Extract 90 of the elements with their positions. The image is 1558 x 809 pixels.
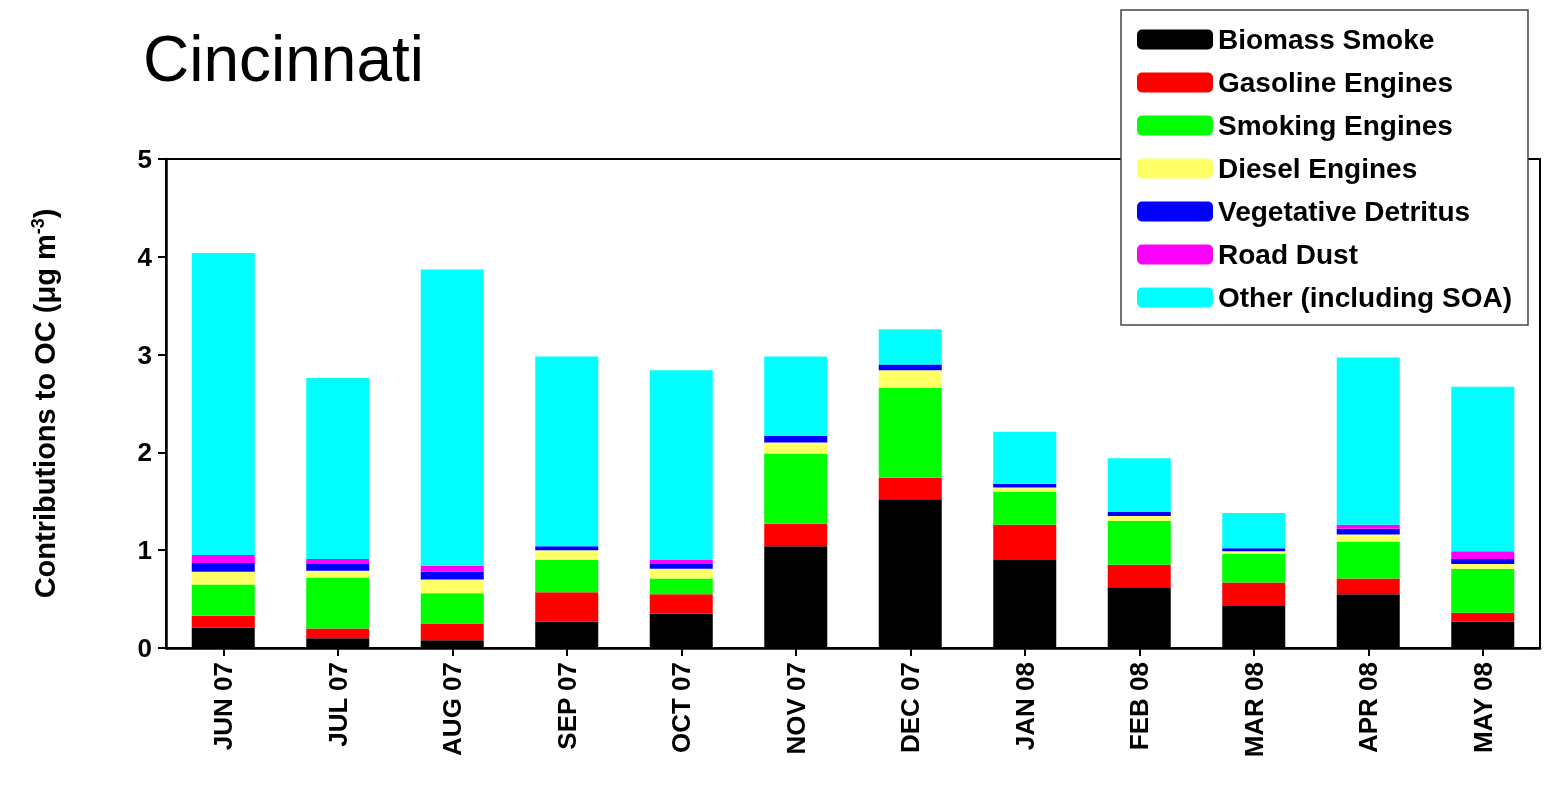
bar bbox=[1222, 513, 1286, 549]
x-tick-label: APR 08 bbox=[1353, 662, 1384, 754]
x-tick-label: OCT 07 bbox=[666, 662, 697, 754]
bar bbox=[1222, 554, 1286, 583]
bar bbox=[1222, 582, 1286, 606]
bar bbox=[191, 615, 255, 628]
bar bbox=[1336, 357, 1400, 525]
legend-label: Diesel Engines bbox=[1218, 153, 1418, 184]
bar bbox=[420, 593, 484, 624]
bar bbox=[1336, 578, 1400, 595]
bar bbox=[1107, 520, 1171, 565]
bar bbox=[1336, 524, 1400, 529]
bar bbox=[764, 435, 828, 443]
y-tick-label: 0 bbox=[137, 633, 152, 663]
bar bbox=[649, 559, 713, 564]
bar bbox=[191, 555, 255, 563]
bar bbox=[1451, 568, 1515, 613]
bar bbox=[535, 592, 599, 622]
x-tick-label: JAN 08 bbox=[1009, 662, 1040, 751]
y-axis-title: Contributions to OC (μg m-3) bbox=[28, 208, 61, 599]
bar bbox=[1107, 512, 1171, 516]
x-tick-label: AUG 07 bbox=[437, 662, 468, 756]
x-tick-label: NOV 07 bbox=[780, 662, 811, 755]
bar bbox=[1451, 563, 1515, 569]
bar bbox=[306, 378, 370, 559]
bar bbox=[306, 577, 370, 629]
y-tick-label: 1 bbox=[137, 535, 152, 566]
bar bbox=[1451, 551, 1515, 559]
bar bbox=[306, 628, 370, 639]
x-tick-label: MAR 08 bbox=[1238, 662, 1269, 758]
bar bbox=[191, 584, 255, 616]
bar bbox=[191, 571, 255, 585]
bar bbox=[1451, 559, 1515, 564]
legend-label: Gasoline Engines bbox=[1218, 67, 1453, 98]
bar bbox=[878, 364, 942, 371]
y-tick-label: 5 bbox=[137, 144, 152, 174]
bar bbox=[420, 579, 484, 594]
x-tick-label: JUN 07 bbox=[208, 662, 239, 751]
legend-label: Vegetative Detritus bbox=[1218, 196, 1471, 227]
x-tick-label: JUL 07 bbox=[322, 662, 353, 747]
bar bbox=[649, 568, 713, 579]
bar bbox=[878, 387, 942, 478]
bar bbox=[420, 565, 484, 572]
bar bbox=[649, 594, 713, 614]
bar bbox=[420, 571, 484, 580]
legend-label: Road Dust bbox=[1218, 239, 1359, 270]
legend-label: Smoking Engines bbox=[1218, 110, 1453, 141]
bar bbox=[878, 329, 942, 365]
bar bbox=[306, 570, 370, 578]
bar bbox=[191, 252, 255, 556]
bar bbox=[764, 442, 828, 454]
bar bbox=[535, 546, 599, 551]
bar bbox=[1451, 386, 1515, 552]
bar bbox=[1107, 458, 1171, 513]
bar bbox=[764, 453, 828, 524]
bar bbox=[306, 559, 370, 564]
bar bbox=[764, 523, 828, 547]
bar bbox=[306, 563, 370, 571]
bar bbox=[878, 477, 942, 500]
bar bbox=[535, 356, 599, 547]
bar bbox=[993, 483, 1057, 488]
bar bbox=[420, 269, 484, 566]
x-tick-label: DEC 07 bbox=[895, 662, 926, 754]
bar bbox=[191, 562, 255, 572]
bar bbox=[993, 487, 1057, 492]
x-tick-label: FEB 08 bbox=[1124, 662, 1155, 751]
bar bbox=[649, 370, 713, 560]
bar bbox=[649, 578, 713, 595]
bar bbox=[420, 623, 484, 641]
legend-label: Other (including SOA) bbox=[1218, 282, 1513, 313]
bar bbox=[993, 431, 1057, 484]
bar bbox=[1107, 515, 1171, 521]
x-tick-label: SEP 07 bbox=[551, 662, 582, 750]
chart-title: Cincinnati bbox=[143, 23, 425, 95]
y-tick-label: 4 bbox=[137, 241, 153, 272]
bar bbox=[764, 356, 828, 436]
bar bbox=[1336, 528, 1400, 535]
bar bbox=[1107, 564, 1171, 588]
y-tick-label: 3 bbox=[137, 339, 152, 370]
y-tick-label: 2 bbox=[137, 437, 152, 468]
bar bbox=[535, 559, 599, 593]
x-tick-label: MAY 08 bbox=[1467, 662, 1498, 754]
bar bbox=[1336, 541, 1400, 579]
bar bbox=[993, 524, 1057, 560]
legend-label: Biomass Smoke bbox=[1218, 24, 1435, 55]
bar bbox=[535, 550, 599, 560]
bar bbox=[1451, 612, 1515, 622]
bar bbox=[878, 370, 942, 388]
bar bbox=[993, 491, 1057, 525]
bar bbox=[649, 563, 713, 569]
